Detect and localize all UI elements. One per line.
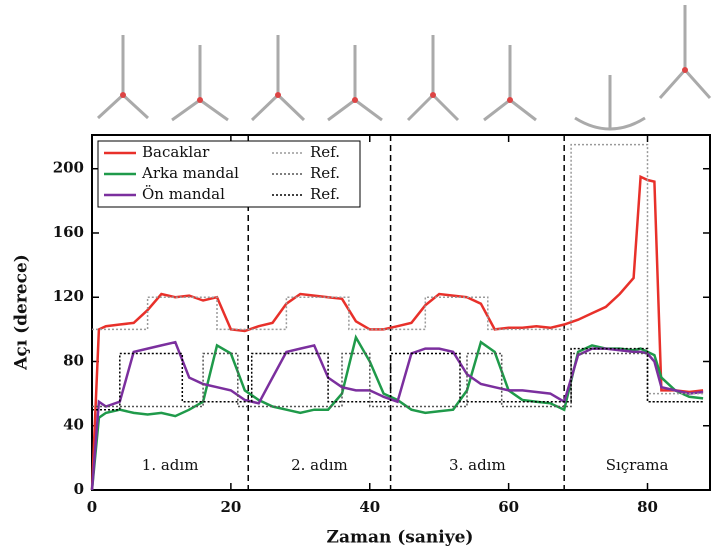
phase-label: 1. adım — [142, 456, 199, 474]
phase-label: Sıçrama — [606, 456, 669, 474]
y-tick-label: 200 — [53, 159, 84, 177]
robot-illustrations — [96, 5, 712, 131]
data-line — [90, 174, 704, 491]
legend-box — [97, 140, 361, 208]
y-tick-label: 160 — [53, 223, 84, 241]
reference-line — [92, 352, 704, 408]
legend-label: Bacaklar — [142, 143, 210, 161]
x-tick-label: 80 — [637, 498, 658, 516]
phase-label: 2. adım — [291, 456, 348, 474]
x-axis-label: Zaman (saniye) — [327, 528, 474, 548]
legend-label: Ref. — [310, 185, 340, 203]
plot-frame — [91, 134, 711, 491]
legend-label: Arka mandal — [141, 164, 239, 182]
y-axis-label: Açı (derece) — [12, 254, 32, 371]
reference-line — [92, 143, 704, 395]
x-tick-label: 40 — [359, 498, 380, 516]
legend-label: Ref. — [310, 143, 340, 161]
x-tick-label: 60 — [498, 498, 519, 516]
y-tick-label: 80 — [63, 351, 84, 369]
legend-label: Ön mandal — [142, 185, 225, 203]
y-tick-label: 120 — [53, 287, 84, 305]
data-line — [90, 340, 704, 491]
legend-label: Ref. — [310, 164, 340, 182]
phase-label: 3. adım — [449, 456, 506, 474]
y-tick-label: 40 — [63, 416, 84, 434]
reference-line — [92, 347, 704, 411]
x-tick-label: 0 — [87, 498, 97, 516]
x-tick-label: 20 — [220, 498, 241, 516]
y-tick-label: 0 — [74, 480, 84, 498]
